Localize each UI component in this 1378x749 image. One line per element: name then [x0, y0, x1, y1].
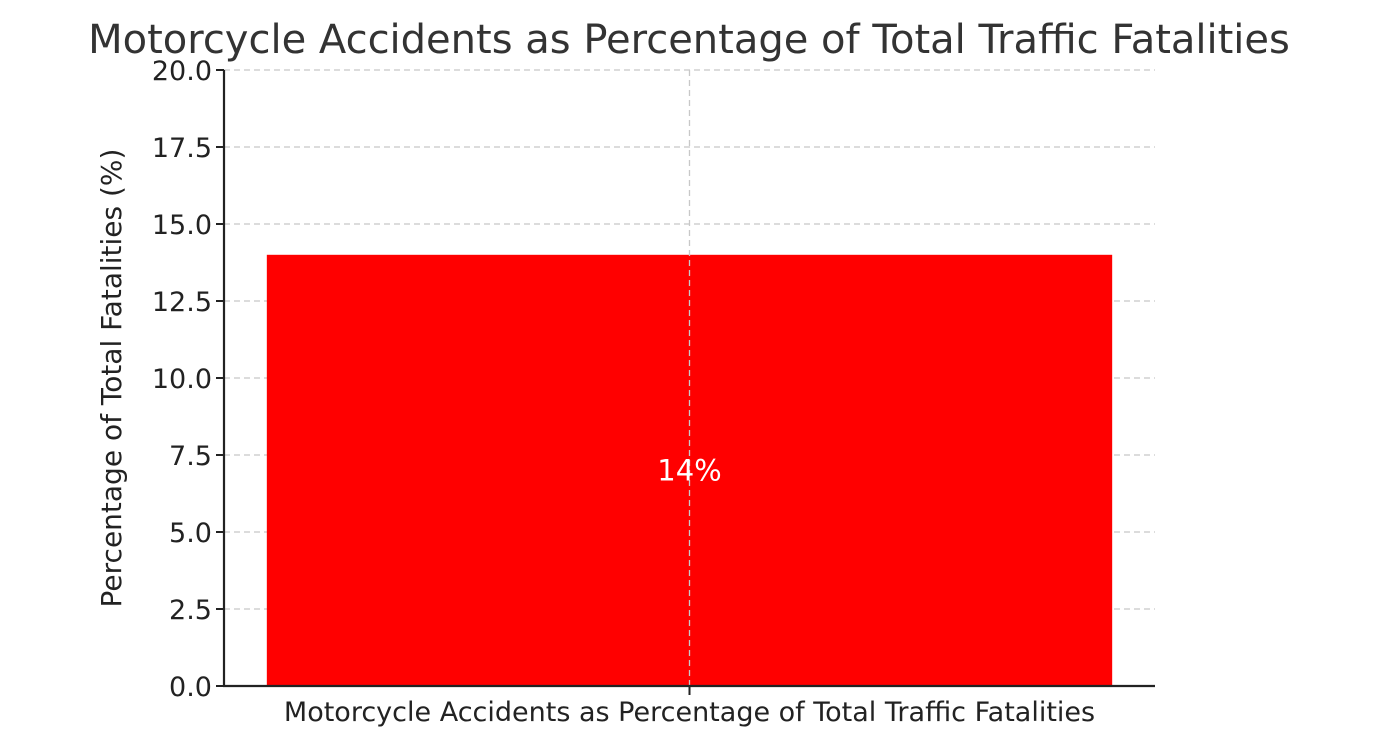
chart-title: Motorcycle Accidents as Percentage of To… [88, 17, 1290, 63]
y-tick-label: 2.5 [169, 595, 212, 626]
bar-value-label: 14% [657, 453, 721, 487]
data-label-layer: 14% [657, 453, 721, 487]
y-tick-label: 15.0 [152, 210, 212, 241]
y-tick-label: 17.5 [152, 133, 212, 164]
y-tick-label: 10.0 [152, 364, 212, 395]
y-tick-layer: 0.0 2.5 5.0 7.5 10.0 12.5 15.0 17.5 20.0 [152, 56, 224, 703]
y-tick-label: 7.5 [169, 441, 212, 472]
y-tick-label: 0.0 [169, 672, 212, 703]
y-tick-label: 12.5 [152, 287, 212, 318]
x-tick-label: Motorcycle Accidents as Percentage of To… [284, 697, 1095, 728]
x-tick-layer: Motorcycle Accidents as Percentage of To… [284, 686, 1095, 728]
y-axis-label: Percentage of Total Fatalities (%) [95, 149, 128, 608]
y-tick-label: 20.0 [152, 56, 212, 87]
y-tick-label: 5.0 [169, 518, 212, 549]
